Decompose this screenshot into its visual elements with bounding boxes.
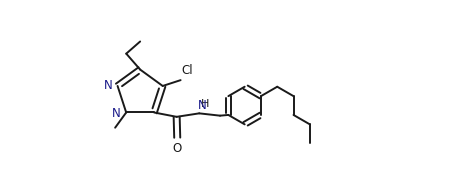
Text: Cl: Cl	[182, 64, 193, 77]
Text: N: N	[112, 107, 121, 120]
Text: H: H	[200, 99, 209, 109]
Text: N: N	[104, 79, 112, 92]
Text: O: O	[173, 142, 182, 155]
Text: N: N	[198, 99, 207, 113]
